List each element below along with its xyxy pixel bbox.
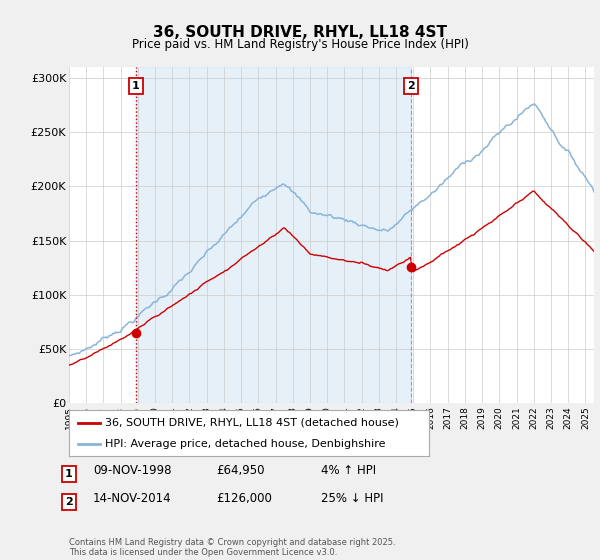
Text: 2: 2: [407, 81, 415, 91]
Text: 25% ↓ HPI: 25% ↓ HPI: [321, 492, 383, 505]
Text: 4% ↑ HPI: 4% ↑ HPI: [321, 464, 376, 477]
Bar: [136, 67, 411, 403]
Text: 1: 1: [65, 469, 73, 479]
Text: 14-NOV-2014: 14-NOV-2014: [93, 492, 172, 505]
Text: £126,000: £126,000: [216, 492, 272, 505]
Text: 2: 2: [65, 497, 73, 507]
Text: 1: 1: [132, 81, 139, 91]
Text: 09-NOV-1998: 09-NOV-1998: [93, 464, 172, 477]
Text: Price paid vs. HM Land Registry's House Price Index (HPI): Price paid vs. HM Land Registry's House …: [131, 38, 469, 51]
Text: £64,950: £64,950: [216, 464, 265, 477]
Text: HPI: Average price, detached house, Denbighshire: HPI: Average price, detached house, Denb…: [105, 439, 386, 449]
Text: Contains HM Land Registry data © Crown copyright and database right 2025.
This d: Contains HM Land Registry data © Crown c…: [69, 538, 395, 557]
Text: 36, SOUTH DRIVE, RHYL, LL18 4ST (detached house): 36, SOUTH DRIVE, RHYL, LL18 4ST (detache…: [105, 418, 399, 428]
Text: 36, SOUTH DRIVE, RHYL, LL18 4ST: 36, SOUTH DRIVE, RHYL, LL18 4ST: [153, 25, 447, 40]
